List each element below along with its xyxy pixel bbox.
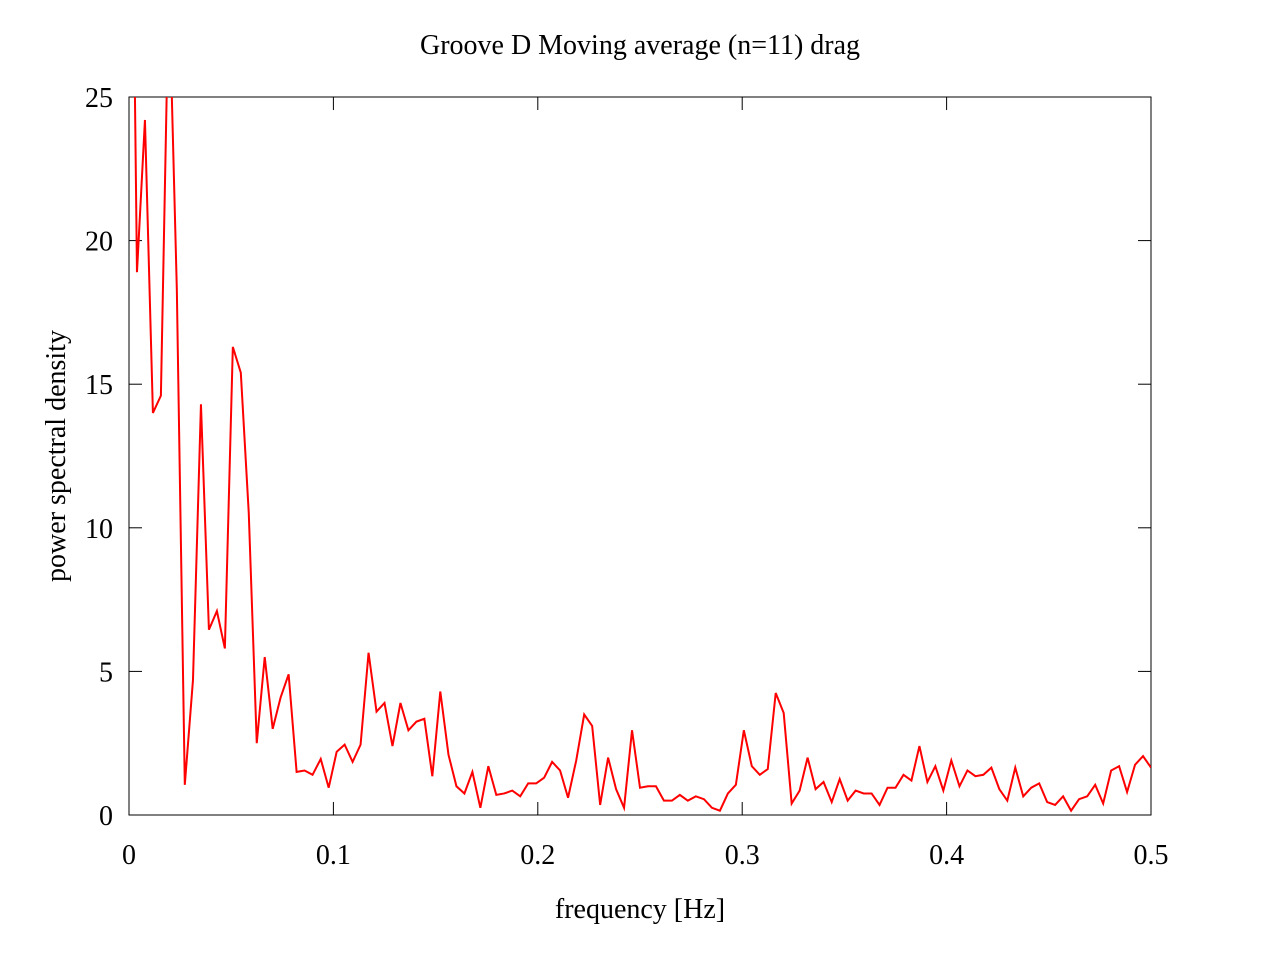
y-tick-label: 20 (85, 227, 113, 258)
y-tick-label: 15 (85, 370, 113, 401)
x-tick-label: 0.4 (929, 840, 964, 871)
x-tick-label: 0.1 (316, 840, 351, 871)
x-tick-label: 0.2 (520, 840, 555, 871)
y-tick-label: 10 (85, 514, 113, 545)
x-tick-label: 0.5 (1134, 840, 1169, 871)
y-tick-label: 5 (99, 657, 113, 688)
y-tick-label: 25 (85, 83, 113, 114)
chart-title: Groove D Moving average (n=11) drag (420, 30, 860, 61)
x-tick-label: 0 (122, 840, 136, 871)
x-axis-label: frequency [Hz] (555, 894, 725, 925)
plot-frame (128, 96, 1152, 816)
x-tick-label: 0.3 (725, 840, 760, 871)
data-line (133, 97, 1151, 813)
y-tick-label: 0 (99, 801, 113, 832)
y-axis-label: power spectral density (41, 330, 72, 582)
